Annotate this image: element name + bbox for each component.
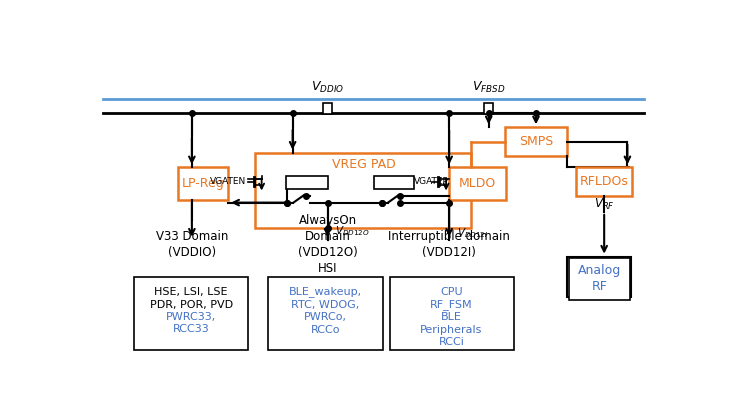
Bar (374, 176, 414, 189)
Text: CPU
RF_FSM
BLE
Peripherals
RCCi: CPU RF_FSM BLE Peripherals RCCi (421, 287, 483, 347)
Text: AlwaysOn
Domain
(VDD12O)
HSI: AlwaysOn Domain (VDD12O) HSI (297, 214, 357, 275)
Bar (449, 167, 506, 199)
Text: BLE_wakeup,
RTC, WDOG,
PWRCo,
RCCo: BLE_wakeup, RTC, WDOG, PWRCo, RCCo (289, 287, 362, 335)
Text: VGATEN: VGATEN (210, 177, 246, 186)
Bar (323, 102, 332, 114)
Text: Analog
RF: Analog RF (577, 262, 620, 291)
Text: HSE, LSI, LSE
PDR, POR, PVD: HSE, LSI, LSE PDR, POR, PVD (149, 287, 233, 310)
Text: Interruptible domain
(VDD12I): Interruptible domain (VDD12I) (389, 230, 510, 259)
Text: $V_{DDIO}$: $V_{DDIO}$ (311, 79, 344, 94)
Text: CMDNI: CMDNI (378, 177, 410, 187)
Text: MLDO: MLDO (459, 177, 496, 190)
Text: Analog
RF: Analog RF (578, 264, 621, 293)
Bar (569, 258, 630, 301)
Bar (133, 277, 249, 350)
Text: $V_{RF}$: $V_{RF}$ (594, 196, 615, 212)
Text: $V_{DD12I}$: $V_{DD12I}$ (457, 226, 488, 240)
Bar (389, 277, 513, 350)
Bar (567, 257, 631, 296)
Text: CMDNO: CMDNO (289, 177, 327, 187)
Text: V33 Domain
(VDDIO): V33 Domain (VDDIO) (156, 230, 228, 260)
Bar (286, 176, 328, 189)
Text: RFLDOs: RFLDOs (580, 175, 628, 189)
Bar (178, 167, 228, 199)
Bar (505, 127, 567, 156)
Text: LP-Reg: LP-Reg (182, 177, 224, 190)
Text: PWRC33,
RCC33: PWRC33, RCC33 (166, 312, 217, 334)
Text: $V_{FBSD}$: $V_{FBSD}$ (472, 79, 505, 94)
Text: $V_{DD12O}$: $V_{DD12O}$ (335, 224, 370, 238)
Bar (268, 277, 383, 350)
Bar (484, 102, 494, 114)
Text: VGATEP: VGATEP (414, 177, 449, 186)
Bar (255, 153, 471, 228)
Bar (577, 167, 632, 196)
Text: SMPS: SMPS (519, 135, 553, 148)
Text: VREG PAD: VREG PAD (332, 158, 396, 171)
